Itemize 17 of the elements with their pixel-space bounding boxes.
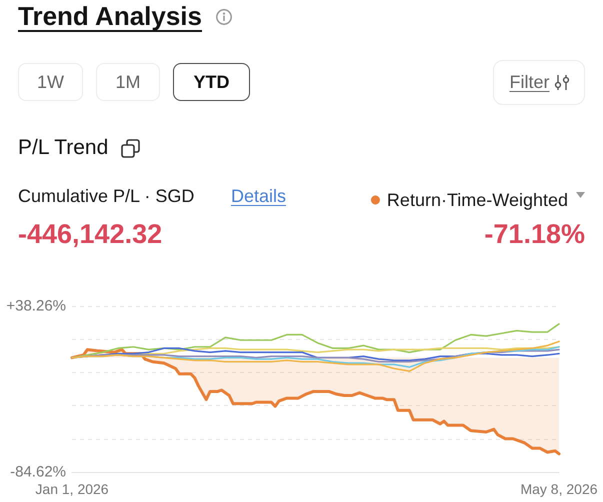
period-button[interactable]: YTD bbox=[173, 63, 250, 101]
legend-label: Return·Time-Weighted bbox=[386, 190, 568, 210]
text: Details bbox=[231, 186, 286, 207]
chart-subtitle: P/L Trend bbox=[18, 136, 108, 160]
x-tick-label: May 8, 2026 bbox=[520, 481, 598, 497]
x-tick-label: Jan 1, 2026 bbox=[35, 481, 109, 497]
line-series bbox=[71, 340, 560, 372]
line-series bbox=[71, 323, 560, 358]
filter-button[interactable]: Filter bbox=[493, 60, 585, 105]
period-button[interactable]: 1M bbox=[96, 63, 160, 101]
chart-title: Trend Analysis bbox=[18, 1, 202, 32]
y-tick-label: -84.62% bbox=[10, 464, 66, 480]
period-button[interactable]: 1W bbox=[18, 63, 83, 101]
text: -71.18% bbox=[484, 219, 585, 250]
text: -446,142.32 bbox=[18, 219, 162, 250]
text: Cumulative P/L · SGD bbox=[18, 186, 194, 207]
y-tick-label: +38.26% bbox=[6, 298, 66, 314]
